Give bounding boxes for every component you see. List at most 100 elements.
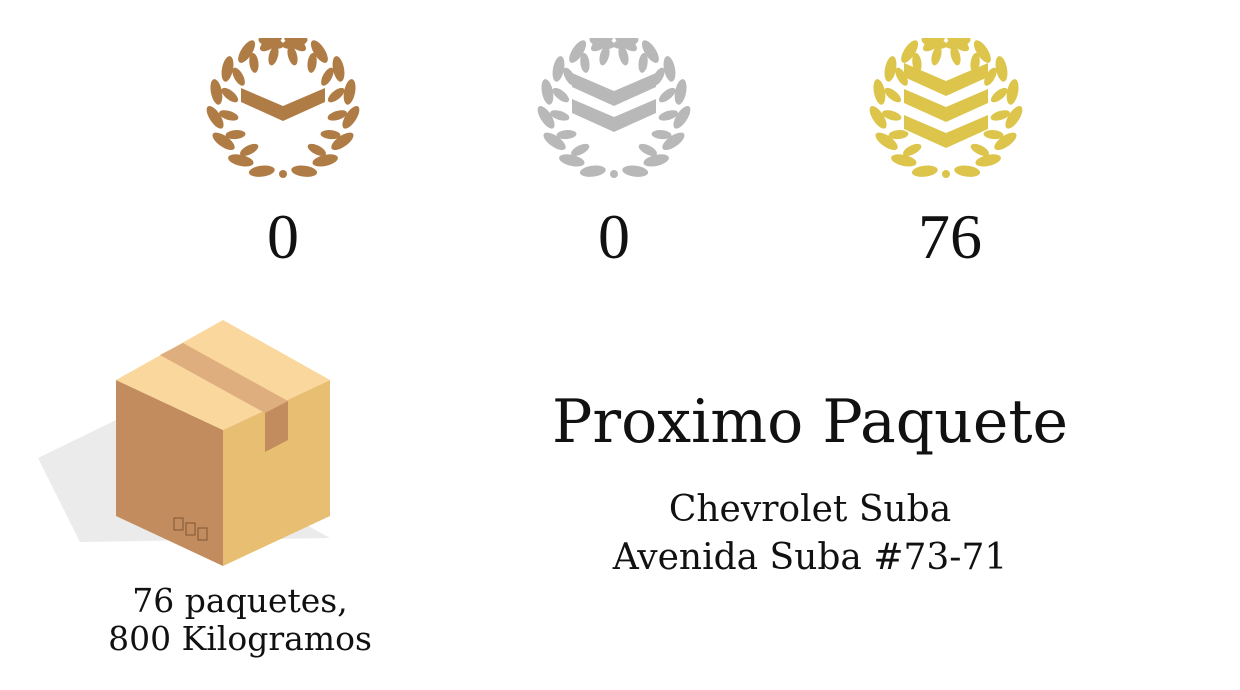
- bronze-badge: [183, 38, 383, 198]
- laurel-leaf: [312, 154, 338, 167]
- gold-count: 76: [918, 201, 982, 272]
- laurel-leaf: [954, 165, 981, 177]
- laurel-leaf: [658, 110, 678, 121]
- laurel-leaf: [331, 132, 354, 151]
- laurel-leaf: [571, 143, 590, 156]
- laurel-leaf: [673, 105, 691, 129]
- laurel-leaf: [638, 52, 648, 73]
- laurel-leaf: [973, 40, 991, 63]
- laurel-leaf: [240, 143, 259, 156]
- laurel-leaf: [283, 38, 307, 52]
- cardboard-box-icon: [38, 320, 330, 566]
- laurel-leaf: [895, 67, 908, 86]
- laurel-leaf: [884, 87, 902, 103]
- package-weight-line: 800 Kilogramos: [108, 619, 372, 658]
- laurel-leaf: [622, 165, 649, 177]
- laurel-leaf: [210, 79, 223, 105]
- laurel-leaf: [911, 165, 938, 177]
- laurel-leaf: [1006, 79, 1019, 105]
- laurel-leaf: [327, 110, 347, 121]
- laurel-leaf: [984, 67, 997, 86]
- laurel-leaf: [903, 143, 922, 156]
- laurel-leaf: [651, 130, 672, 140]
- laurel-leaf: [559, 154, 585, 167]
- laurel-leaf: [975, 154, 1001, 167]
- laurel-leaf: [882, 110, 902, 121]
- laurel-leaf: [543, 132, 566, 151]
- gold-badge: [846, 38, 1046, 198]
- rank-chevron: [572, 99, 656, 132]
- box-front-face: [116, 380, 223, 566]
- laurel-leaf: [310, 40, 328, 63]
- laurel-leaf: [291, 165, 318, 177]
- bronze-laurel-chevron-icon: [206, 38, 360, 178]
- gold-laurel-triple-chevron-icon: [869, 38, 1023, 178]
- laurel-leaf: [327, 87, 345, 103]
- laurel-leaf: [287, 45, 298, 66]
- laurel-leaf: [983, 130, 1004, 140]
- rank-chevron: [904, 89, 988, 122]
- rank-chevron: [904, 115, 988, 148]
- laurel-leaf: [579, 165, 606, 177]
- laurel-leaf: [643, 154, 669, 167]
- laurel-leaf: [268, 45, 279, 66]
- laurel-leaf: [884, 56, 897, 82]
- silver-laurel-double-chevron-icon: [537, 38, 691, 178]
- laurel-leaf: [258, 38, 284, 49]
- laurel-leaf: [212, 132, 235, 151]
- laurel-leaf: [662, 132, 685, 151]
- laurel-leaf: [589, 38, 615, 49]
- package-count-line: 76 paquetes,: [132, 581, 348, 620]
- laurel-leaf: [869, 105, 887, 129]
- box-tape-front: [265, 401, 288, 452]
- laurel-leaf: [321, 67, 334, 86]
- bronze-count: 0: [267, 201, 299, 272]
- silver-count: 0: [598, 201, 630, 272]
- laurel-leaf: [221, 87, 239, 103]
- laurel-leaf: [641, 40, 659, 63]
- laurel-leaf: [552, 87, 570, 103]
- laurel-leaf: [614, 38, 638, 52]
- laurel-leaf: [219, 110, 239, 121]
- laurel-leaf: [638, 143, 657, 156]
- laurel-leaf: [248, 165, 275, 177]
- laurel-leaf: [990, 87, 1008, 103]
- laurel-leaf: [332, 56, 345, 82]
- laurel-leaf: [994, 132, 1017, 151]
- laurel-knot: [610, 170, 618, 178]
- next-package-title: Proximo Paquete: [552, 387, 1068, 457]
- laurel-leaf: [228, 154, 254, 167]
- next-package-name: Chevrolet Suba: [668, 489, 952, 530]
- box-tape-top: [160, 343, 288, 413]
- laurel-knot: [279, 170, 287, 178]
- laurel-leaf: [307, 52, 317, 73]
- laurel-leaf: [206, 105, 224, 129]
- laurel-leaf: [674, 79, 687, 105]
- laurel-leaf: [249, 52, 259, 73]
- laurel-leaf: [599, 45, 610, 66]
- laurel-leaf: [221, 56, 234, 82]
- laurel-leaf: [618, 45, 629, 66]
- rank-chevron: [904, 63, 988, 96]
- laurel-leaf: [225, 130, 246, 140]
- box-handling-symbols: [173, 517, 208, 541]
- rank-chevron: [572, 73, 656, 106]
- laurel-leaf: [320, 130, 341, 140]
- laurel-leaf: [931, 45, 942, 66]
- laurel-leaf: [891, 154, 917, 167]
- laurel-leaf: [550, 110, 570, 121]
- laurel-leaf: [901, 40, 919, 63]
- laurel-leaf: [995, 56, 1008, 82]
- laurel-leaf: [343, 79, 356, 105]
- laurel-leaf: [950, 45, 961, 66]
- laurel-leaf: [537, 105, 555, 129]
- laurel-leaf: [921, 38, 947, 49]
- laurel-leaf: [569, 40, 587, 63]
- laurel-leaf: [541, 79, 554, 105]
- laurel-leaf: [658, 87, 676, 103]
- laurel-leaf: [875, 132, 898, 151]
- laurel-leaf: [238, 40, 256, 63]
- laurel-knot: [942, 170, 950, 178]
- laurel-leaf: [342, 105, 360, 129]
- laurel-leaf: [580, 52, 590, 73]
